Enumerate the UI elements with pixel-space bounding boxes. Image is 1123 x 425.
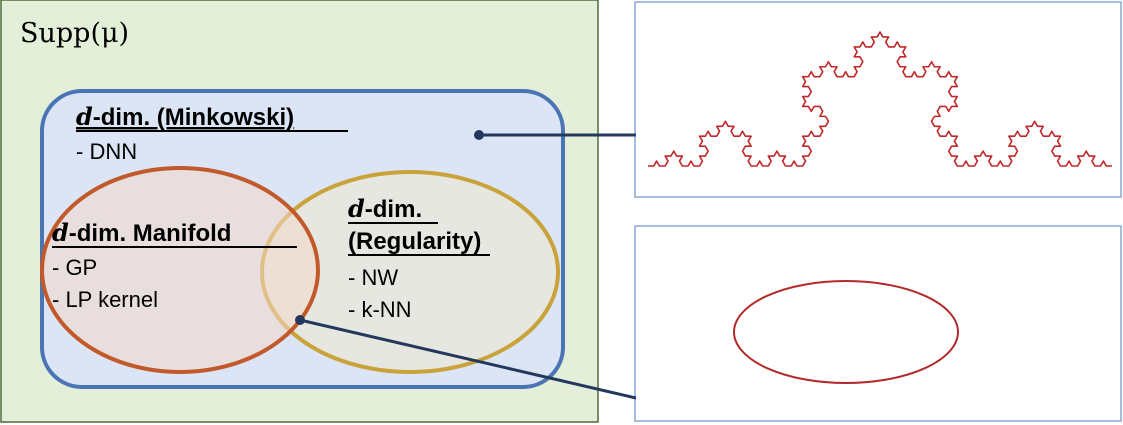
minkowski-connector-dot — [474, 130, 484, 140]
regularity-title-text: -dim. — [365, 196, 422, 223]
regularity-item-knn: - k-NN — [348, 297, 412, 322]
manifold-title: d-dim. Manifold — [52, 218, 231, 247]
minkowski-item: - DNN — [76, 139, 137, 164]
ellipse-example-panel — [634, 225, 1122, 422]
regularity-title-line1: d-dim. — [348, 194, 422, 223]
support-label: Supp(μ) — [20, 18, 129, 49]
minkowski-title-var: d — [76, 102, 93, 131]
regularity-title-var: d — [348, 194, 365, 223]
manifold-title-var: d — [52, 218, 69, 247]
regularity-item-nw: - NW — [348, 265, 398, 290]
manifold-title-text: -dim. Manifold — [69, 220, 232, 247]
manifold-item-lp: - LP kernel — [52, 287, 158, 312]
intersection-connector — [299, 318, 637, 400]
minkowski-title-text: -dim. (Minkowski) — [93, 104, 294, 131]
smooth-ellipse — [733, 280, 959, 384]
manifold-item-gp: - GP — [52, 255, 97, 280]
intersection-connector-dot — [295, 315, 305, 325]
minkowski-title: d-dim. (Minkowski) — [76, 102, 294, 131]
koch-example-panel — [634, 1, 1122, 198]
manifold-region — [40, 166, 320, 374]
koch-curve — [648, 31, 1112, 167]
regularity-title-line2: (Regularity) — [348, 228, 481, 255]
